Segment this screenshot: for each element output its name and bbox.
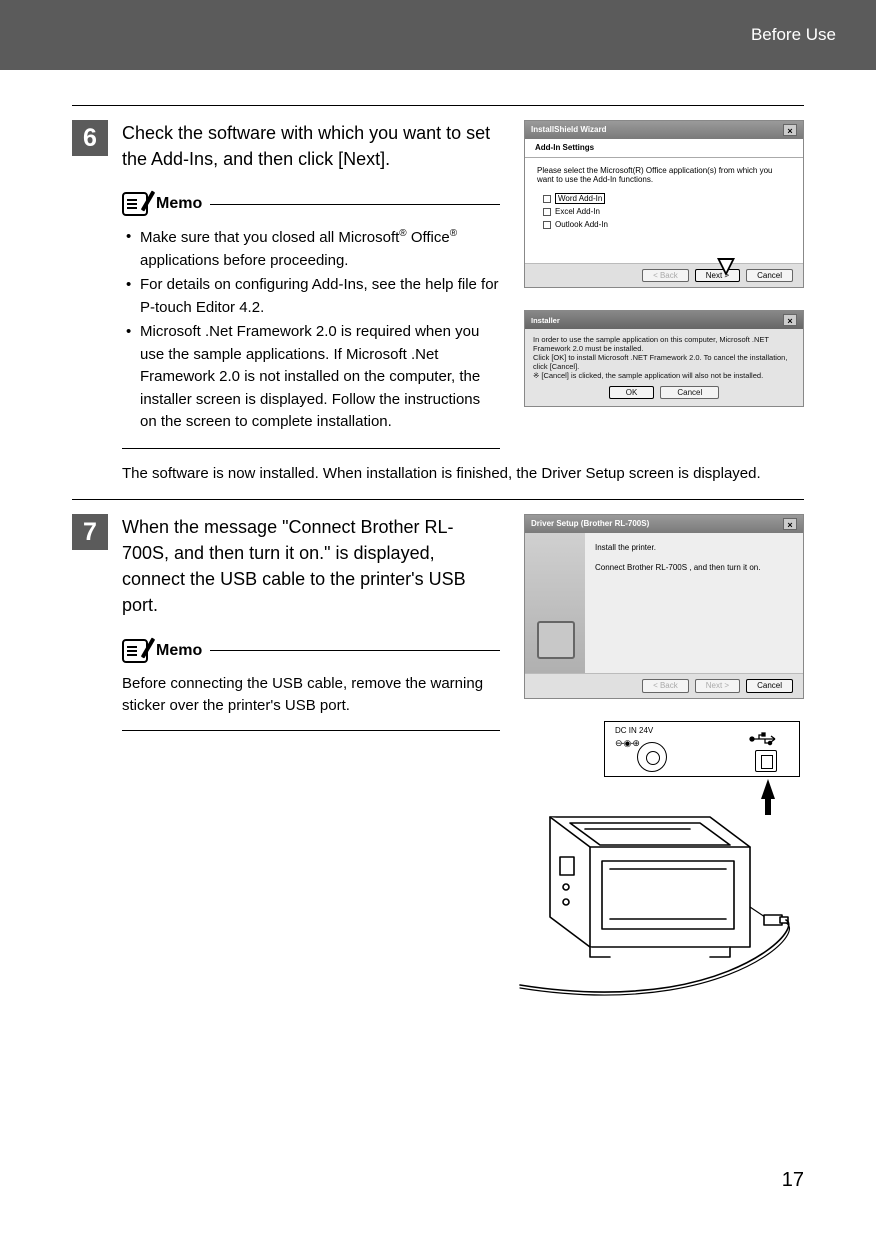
dc-in-label: DC IN 24V [615,726,653,735]
dialog-subtitle: Add-In Settings [525,139,803,158]
memo-label: Memo [156,642,202,660]
close-icon[interactable]: × [783,518,797,530]
dc-port-icon [637,742,667,772]
memo-divider [210,204,500,205]
step-7-instruction: When the message "Connect Brother RL-700… [122,514,500,618]
memo-item: Microsoft .Net Framework 2.0 is required… [122,321,500,434]
close-icon[interactable]: × [783,124,797,136]
checkbox-icon[interactable] [543,221,551,229]
dialog-text: ※ [Cancel] is clicked, the sample applic… [533,371,795,380]
checkbox-row[interactable]: Outlook Add-In [543,220,791,230]
cancel-button[interactable]: Cancel [746,269,793,283]
next-button[interactable]: Next > [695,679,740,693]
ports-panel: DC IN 24V ⊖-◉-⊕ [604,721,800,777]
cancel-button[interactable]: Cancel [746,679,793,693]
checkbox-icon[interactable] [543,195,551,203]
header-section-title: Before Use [751,25,836,45]
cancel-button[interactable]: Cancel [660,386,719,399]
page-content: 6 Check the software with which you want… [0,70,876,991]
dialog-title: Driver Setup (Brother RL-700S) [531,519,649,529]
memo-header: Memo [122,192,500,216]
memo-divider [210,650,500,651]
memo-header: Memo [122,639,500,663]
polarity-icon: ⊖-◉-⊕ [615,738,639,749]
usb-port-icon [755,750,777,772]
memo-list: Make sure that you closed all Microsoft®… [122,226,500,449]
step-number-badge: 7 [72,514,108,550]
checkbox-label: Excel Add-In [555,207,600,217]
memo-text: Before connecting the USB cable, remove … [122,673,500,731]
dialog-instruction: Please select the Microsoft(R) Office ap… [537,166,791,185]
step-6: 6 Check the software with which you want… [72,105,804,485]
installer-dialog: Installer × In order to use the sample a… [524,310,804,407]
checkbox-label: Word Add-In [555,193,605,205]
dialog-text: In order to use the sample application o… [533,335,795,353]
checkbox-label: Outlook Add-In [555,220,608,230]
memo-label: Memo [156,195,202,213]
memo-item: Make sure that you closed all Microsoft®… [122,226,500,272]
dialog-title: Installer [531,316,560,325]
memo-icon [122,192,148,216]
dialog-side-graphic [525,533,585,673]
step-6-instruction: Check the software with which you want t… [122,120,500,172]
usb-logo-icon [749,732,779,749]
dialog-title: InstallShield Wizard [531,125,607,135]
pointer-arrow-icon [717,258,735,276]
close-icon[interactable]: × [783,314,797,326]
step-6-result: The software is now installed. When inst… [122,463,804,486]
page-number: 17 [782,1169,804,1192]
dialog-text: Connect Brother RL-700S , and then turn … [595,563,793,573]
ok-button[interactable]: OK [609,386,655,399]
installshield-dialog: InstallShield Wizard × Add-In Settings P… [524,120,804,288]
dialog-text: Install the printer. [595,543,793,553]
back-button[interactable]: < Back [642,269,689,283]
header-bar: Before Use [0,0,876,70]
checkbox-row[interactable]: Word Add-In [543,193,791,205]
printer-drawing [510,787,810,997]
checkbox-icon[interactable] [543,208,551,216]
checkbox-row[interactable]: Excel Add-In [543,207,791,217]
printer-illustration: DC IN 24V ⊖-◉-⊕ [524,721,804,991]
driver-setup-dialog: Driver Setup (Brother RL-700S) × Install… [524,514,804,699]
step-7: 7 When the message "Connect Brother RL-7… [72,499,804,991]
back-button[interactable]: < Back [642,679,689,693]
dialog-text: Click [OK] to install Microsoft .NET Fra… [533,353,795,371]
memo-item: For details on configuring Add-Ins, see … [122,274,500,319]
memo-icon [122,639,148,663]
step-number-badge: 6 [72,120,108,156]
